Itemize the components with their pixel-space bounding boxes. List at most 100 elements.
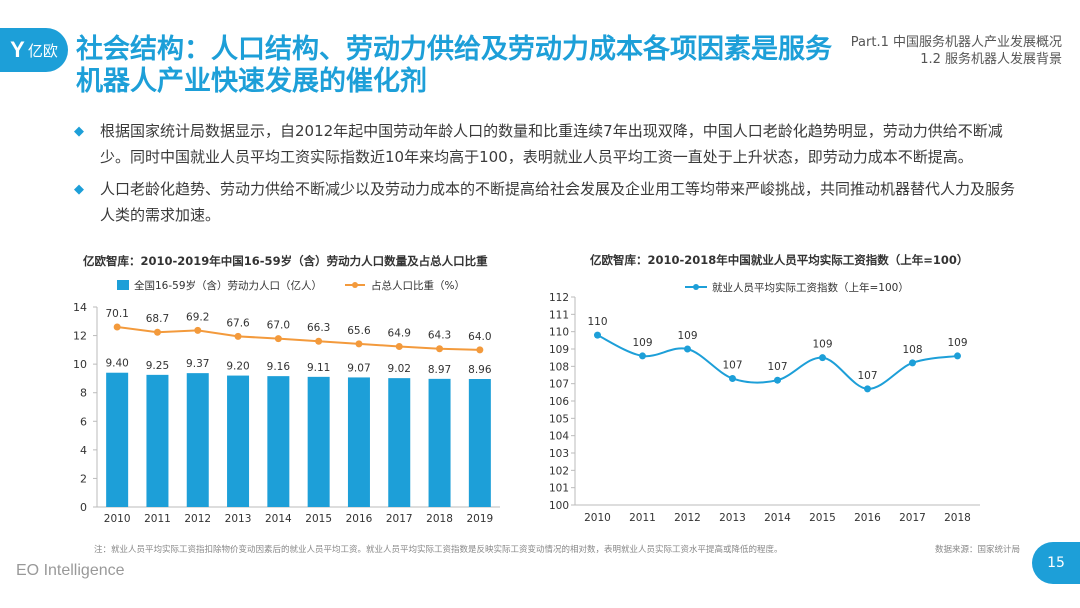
x-tick-label: 2017 (899, 512, 926, 524)
x-tick-label: 2018 (426, 513, 453, 525)
chart-title: 亿欧智库：2010-2018年中国就业人员平均实际工资指数（上年=100） (590, 253, 968, 267)
wage-index-label: 107 (857, 370, 877, 382)
bullet-item: ◆ 人口老龄化趋势、劳动力供给不断减少以及劳动力成本的不断提高给社会发展及企业用… (74, 176, 1024, 228)
y-tick-label: 12 (73, 330, 87, 343)
wage-index-point (864, 385, 871, 393)
x-tick-label: 2016 (346, 513, 373, 525)
share-point (436, 345, 444, 353)
share-value-label: 67.0 (267, 320, 290, 332)
wage-index-label: 109 (947, 337, 967, 349)
x-tick-label: 2014 (265, 513, 292, 525)
wage-index-label: 109 (677, 330, 697, 342)
x-tick-label: 2013 (225, 513, 252, 525)
bar-value-label: 9.11 (307, 362, 330, 374)
wage-index-label: 109 (632, 337, 652, 349)
legend-bar-swatch (117, 280, 129, 290)
bar-value-label: 8.97 (428, 364, 451, 376)
share-value-label: 64.3 (428, 330, 451, 342)
bar-value-label: 9.16 (267, 361, 291, 373)
x-tick-label: 2018 (944, 512, 971, 524)
section-info: Part.1 中国服务机器人产业发展概况 1.2 服务机器人发展背景 (851, 34, 1062, 68)
y-tick-label: 110 (549, 327, 569, 339)
legend-line-marker (693, 284, 699, 290)
chart-title: 亿欧智库：2010-2019年中国16-59岁（含）劳动力人口数量及占总人口比重 (83, 254, 488, 268)
bullet-item: ◆ 根据国家统计局数据显示，自2012年起中国劳动年龄人口的数量和比重连续7年出… (74, 118, 1024, 170)
x-tick-label: 2019 (466, 513, 493, 525)
data-source: 数据来源：国家统计局 (934, 545, 1020, 555)
footnote: 注：就业人员平均实际工资指扣除物价变动因素后的就业人员平均工资。就业人员平均实际… (94, 545, 783, 555)
bar-value-label: 9.02 (388, 363, 411, 375)
wage-index-point (774, 376, 781, 384)
brand-logo: Y 亿欧 (0, 28, 68, 72)
wage-index-point (684, 345, 691, 353)
bar (267, 376, 290, 507)
x-tick-label: 2013 (719, 512, 746, 524)
bar (186, 373, 209, 507)
bullet-text: 人口老龄化趋势、劳动力供给不断减少以及劳动力成本的不断提高给社会发展及企业用工等… (100, 180, 1016, 224)
slide-title: 社会结构：人口结构、劳动力供给及劳动力成本各项因素是服务机器人产业快速发展的催化… (76, 34, 832, 97)
y-tick-label: 10 (73, 358, 87, 371)
logo-text: 亿欧 (27, 41, 58, 60)
x-tick-label: 2015 (809, 512, 836, 524)
y-tick-label: 4 (80, 444, 87, 457)
x-tick-label: 2010 (104, 513, 131, 525)
y-tick-label: 102 (549, 465, 569, 477)
y-tick-label: 111 (549, 309, 569, 321)
share-value-label: 67.6 (226, 317, 250, 329)
wage-index-point (639, 352, 646, 360)
share-point (355, 340, 363, 348)
share-value-label: 65.6 (347, 325, 371, 337)
share-point (274, 335, 282, 343)
y-tick-label: 106 (549, 396, 569, 408)
y-tick-label: 6 (80, 415, 87, 428)
section-label: 1.2 服务机器人发展背景 (920, 52, 1062, 67)
share-value-label: 69.2 (186, 311, 209, 323)
bar (428, 378, 451, 507)
wage-index-point (729, 374, 736, 382)
wage-index-point (594, 331, 601, 339)
y-tick-label: 112 (549, 292, 569, 304)
y-tick-label: 109 (549, 344, 569, 356)
bullet-list: ◆ 根据国家统计局数据显示，自2012年起中国劳动年龄人口的数量和比重连续7年出… (74, 118, 1024, 234)
x-tick-label: 2010 (584, 512, 611, 524)
y-tick-label: 8 (80, 387, 87, 400)
legend-line-marker (352, 282, 358, 288)
wage-index-chart: 亿欧智库：2010-2018年中国就业人员平均实际工资指数（上年=100） 就业人… (549, 253, 980, 524)
share-point (153, 328, 161, 336)
x-tick-label: 2016 (854, 512, 881, 524)
wage-index-point (909, 359, 916, 367)
share-value-label: 68.7 (146, 313, 169, 325)
bar-value-label: 9.40 (105, 358, 128, 370)
x-tick-label: 2015 (305, 513, 332, 525)
y-tick-label: 14 (73, 301, 87, 314)
x-tick-label: 2011 (144, 513, 171, 525)
bar-value-label: 9.37 (186, 358, 209, 370)
wage-index-label: 109 (812, 339, 832, 351)
y-tick-label: 107 (549, 379, 569, 391)
legend-bar-label: 全国16-59岁（含）劳动力人口（亿人） (134, 279, 322, 292)
x-tick-label: 2014 (764, 512, 791, 524)
share-value-label: 70.1 (105, 308, 128, 320)
bar (106, 372, 129, 507)
bar-value-label: 9.25 (146, 360, 169, 372)
labor-population-chart: 亿欧智库：2010-2019年中国16-59岁（含）劳动力人口数量及占总人口比重… (73, 254, 500, 525)
share-point (234, 332, 242, 340)
x-tick-label: 2017 (386, 513, 413, 525)
bar (146, 374, 169, 507)
wage-index-point (954, 352, 961, 360)
page-number: 15 (1032, 542, 1080, 584)
bar-value-label: 8.96 (468, 364, 492, 376)
wage-index-label: 107 (722, 359, 742, 371)
y-tick-label: 108 (549, 361, 569, 373)
y-tick-label: 105 (549, 413, 569, 425)
x-tick-label: 2011 (629, 512, 656, 524)
x-tick-label: 2012 (184, 513, 211, 525)
wage-index-label: 110 (587, 316, 607, 328)
footer-brand: EO Intelligence (16, 562, 125, 579)
wage-index-label: 107 (767, 361, 787, 373)
y-tick-label: 103 (549, 448, 569, 460)
y-tick-label: 104 (549, 431, 569, 443)
bar-value-label: 9.07 (347, 362, 370, 374)
share-point (113, 323, 121, 331)
share-point (194, 326, 202, 334)
